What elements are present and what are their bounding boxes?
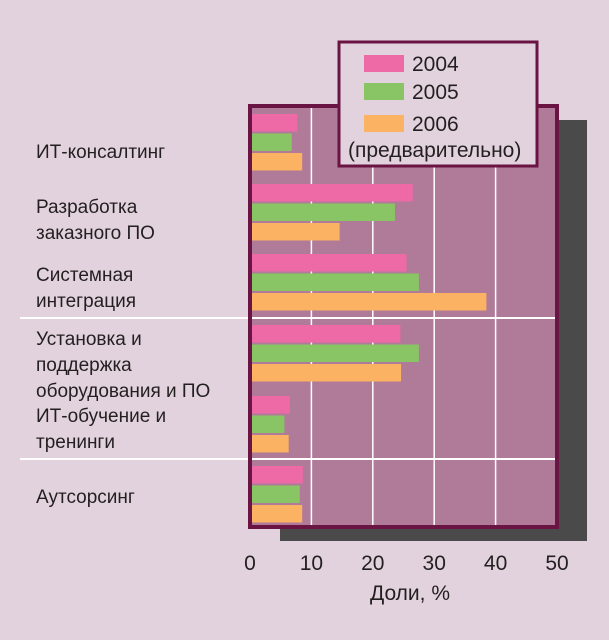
- legend-label-line: (предварительно): [348, 139, 521, 162]
- category-label: Разработка заказного ПО: [36, 197, 155, 244]
- category-label: ИТ-консалтинг: [36, 142, 165, 163]
- category-label: Аутсорсинг: [36, 487, 135, 508]
- bar: [250, 396, 290, 414]
- category-label: Системная интеграция: [36, 265, 136, 312]
- legend-swatch: [364, 83, 404, 100]
- category-label: Установка и поддержка оборудования и ПО: [36, 329, 210, 402]
- category-label-line: ИТ-консалтинг: [36, 142, 165, 163]
- bar: [250, 203, 395, 221]
- bar: [250, 485, 300, 503]
- category-label-line: Установка и: [36, 329, 142, 350]
- x-tick-label: 50: [545, 552, 568, 575]
- category-label-line: поддержка: [36, 355, 132, 376]
- bar: [250, 153, 303, 171]
- bar: [250, 273, 419, 291]
- legend-label: 2006 (предварительно): [348, 113, 521, 162]
- x-tick-label: 0: [244, 552, 256, 575]
- legend-label: 2004: [412, 53, 459, 76]
- legend-label: 2005: [412, 81, 459, 104]
- category-label-line: Аутсорсинг: [36, 487, 135, 508]
- x-tick-label: 40: [484, 552, 507, 575]
- category-label-line: Разработка: [36, 197, 138, 218]
- bar: [250, 466, 303, 484]
- category-label-line: интеграция: [36, 291, 136, 312]
- legend-swatch: [364, 115, 404, 132]
- x-tick-label: 20: [361, 552, 384, 575]
- bar: [250, 435, 289, 453]
- bar: [250, 505, 303, 523]
- x-tick-label: 10: [300, 552, 323, 575]
- bar: [250, 293, 487, 311]
- bar: [250, 223, 340, 241]
- x-axis-title: Доли, %: [370, 582, 450, 605]
- bar: [250, 114, 298, 132]
- bar: [250, 254, 407, 272]
- bar: [250, 344, 419, 362]
- bar: [250, 133, 292, 151]
- category-label-line: Системная: [36, 265, 133, 286]
- bar: [250, 325, 401, 343]
- x-tick-label: 30: [423, 552, 446, 575]
- legend-swatch: [364, 55, 404, 72]
- plot-area: [250, 106, 557, 527]
- bar: [250, 184, 413, 202]
- category-label-line: заказного ПО: [36, 223, 155, 244]
- legend-label-line: 2006: [412, 113, 459, 136]
- category-label-line: ИТ-обучение и: [36, 406, 166, 427]
- bar: [250, 415, 285, 433]
- category-label: ИТ-обучение и тренинги: [36, 406, 166, 453]
- category-label-line: оборудования и ПО: [36, 381, 210, 402]
- bar: [250, 364, 402, 382]
- category-label-line: тренинги: [36, 432, 115, 453]
